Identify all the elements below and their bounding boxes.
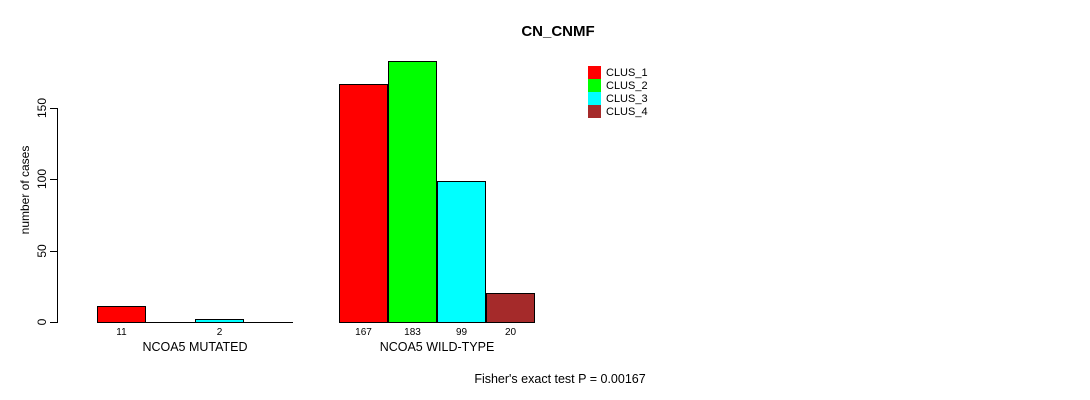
chart-title: CN_CNMF (521, 23, 595, 40)
bar-clus-4-ncoa5-wild-type (486, 293, 535, 323)
y-tick-label: 50 (35, 244, 49, 258)
bar-clus-3-ncoa5-mutated (195, 319, 244, 323)
legend-color-swatch (588, 66, 601, 79)
bar-value-label: 2 (216, 327, 223, 338)
bar-clus-1-ncoa5-wild-type (339, 84, 388, 323)
y-tick-label: 0 (35, 318, 49, 326)
bar-clus-2-ncoa5-wild-type (388, 61, 437, 323)
legend-item-clus-4: CLUS_4 (588, 105, 648, 118)
legend-item-label: CLUS_4 (606, 105, 648, 118)
legend-item-label: CLUS_2 (606, 79, 648, 92)
legend-item-label: CLUS_1 (606, 66, 648, 79)
x-category-label: NCOA5 WILD-TYPE (379, 340, 495, 354)
bar-value-label: 183 (404, 327, 421, 338)
y-axis-tick (50, 251, 57, 252)
legend-item-label: CLUS_3 (606, 92, 648, 105)
bar-clus-3-ncoa5-wild-type (437, 181, 486, 323)
bar-clus-1-ncoa5-mutated (97, 306, 146, 323)
y-axis-tick (50, 179, 57, 180)
bar-value-label: 20 (504, 327, 517, 338)
y-tick-label: 100 (35, 168, 49, 190)
y-axis-label: number of cases (18, 145, 32, 235)
bar-value-label: 11 (116, 327, 127, 338)
legend-item-clus-3: CLUS_3 (588, 92, 648, 105)
fisher-test-annotation: Fisher's exact test P = 0.00167 (474, 372, 646, 386)
y-axis-line (57, 108, 58, 323)
legend: CLUS_1 CLUS_2 CLUS_3 CLUS_4 (588, 66, 648, 118)
legend-item-clus-1: CLUS_1 (588, 66, 648, 79)
legend-color-swatch (588, 92, 601, 105)
y-axis-tick (50, 108, 57, 109)
bar-value-label: 167 (355, 327, 372, 338)
y-tick-label: 150 (35, 97, 49, 119)
legend-color-swatch (588, 105, 601, 118)
bar-value-label: 99 (455, 327, 468, 338)
legend-item-clus-2: CLUS_2 (588, 79, 648, 92)
legend-color-swatch (588, 79, 601, 92)
x-category-label: NCOA5 MUTATED (142, 340, 248, 354)
y-axis-tick (50, 322, 57, 323)
